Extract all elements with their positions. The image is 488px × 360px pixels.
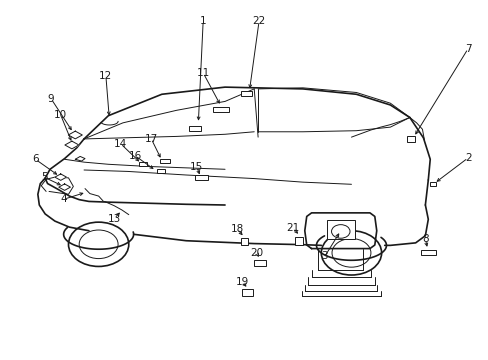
Polygon shape bbox=[65, 141, 79, 149]
Text: 19: 19 bbox=[235, 277, 248, 287]
Text: 20: 20 bbox=[249, 248, 263, 258]
Text: 16: 16 bbox=[128, 151, 142, 161]
Text: 13: 13 bbox=[107, 213, 121, 224]
FancyBboxPatch shape bbox=[139, 162, 147, 166]
Text: 22: 22 bbox=[252, 16, 265, 26]
Text: 6: 6 bbox=[32, 154, 39, 164]
FancyBboxPatch shape bbox=[212, 107, 229, 112]
FancyBboxPatch shape bbox=[157, 170, 164, 174]
Text: 21: 21 bbox=[286, 223, 299, 233]
Text: 4: 4 bbox=[60, 194, 67, 204]
Text: 11: 11 bbox=[196, 68, 209, 78]
FancyBboxPatch shape bbox=[160, 159, 169, 163]
Text: 18: 18 bbox=[230, 224, 244, 234]
Polygon shape bbox=[55, 174, 66, 180]
FancyBboxPatch shape bbox=[429, 182, 435, 186]
Polygon shape bbox=[59, 184, 70, 190]
Polygon shape bbox=[68, 131, 82, 139]
FancyBboxPatch shape bbox=[294, 237, 302, 245]
FancyBboxPatch shape bbox=[240, 238, 248, 246]
Text: 5: 5 bbox=[41, 172, 47, 182]
FancyBboxPatch shape bbox=[195, 175, 207, 180]
Text: 17: 17 bbox=[144, 134, 158, 144]
Text: 15: 15 bbox=[190, 162, 203, 172]
FancyBboxPatch shape bbox=[189, 126, 201, 131]
FancyBboxPatch shape bbox=[240, 91, 252, 96]
Text: 1: 1 bbox=[200, 16, 206, 26]
FancyBboxPatch shape bbox=[420, 249, 435, 255]
Text: 8: 8 bbox=[421, 234, 428, 244]
FancyBboxPatch shape bbox=[326, 220, 354, 239]
Text: 14: 14 bbox=[114, 139, 127, 149]
FancyBboxPatch shape bbox=[241, 289, 253, 296]
Text: 3: 3 bbox=[321, 251, 327, 261]
Text: 7: 7 bbox=[464, 44, 470, 54]
Text: 10: 10 bbox=[54, 110, 67, 120]
FancyBboxPatch shape bbox=[254, 260, 265, 266]
Text: 2: 2 bbox=[464, 153, 470, 163]
Text: 12: 12 bbox=[99, 71, 112, 81]
FancyBboxPatch shape bbox=[406, 136, 414, 142]
Text: 9: 9 bbox=[47, 94, 54, 104]
